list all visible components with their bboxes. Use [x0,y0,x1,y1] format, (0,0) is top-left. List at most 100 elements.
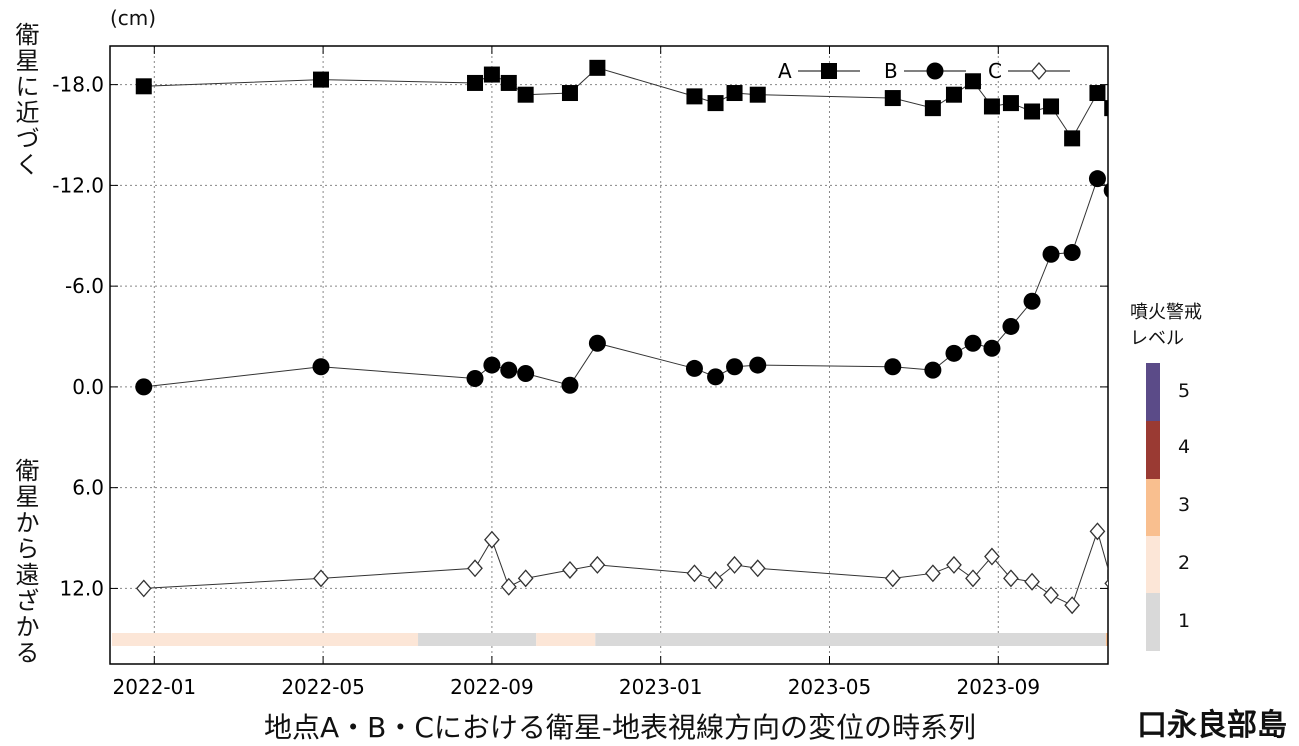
series-A-point [1064,130,1081,147]
x-tick-label: 2023-01 [619,675,703,699]
alert-band-segment [536,633,596,646]
series-C-point [707,571,724,590]
series-C-point [925,564,941,583]
series-C-point [517,569,534,588]
alert-level-title-line2: レベル [1130,328,1184,349]
y-unit-label: (cm) [110,6,157,30]
legend-label-C: C [988,59,1002,83]
series-B-point [1103,183,1108,198]
series-C-point [1104,579,1108,588]
series-B-point [1142,142,1159,159]
legend-marker-B [926,62,944,80]
alert-level-band [112,633,1108,646]
series-C-point [1024,572,1040,591]
series-C-point [965,569,981,588]
series-C-point [726,555,743,574]
series-C-point [884,569,901,588]
series-C-point [500,577,517,596]
series-C-point [686,564,703,583]
series-layer [135,59,1198,615]
series-A-point [1089,85,1106,102]
alert-band-segment [1105,633,1108,646]
alert-level-title: 噴火警戒 レベル [1130,300,1202,352]
plot-frame [109,45,1109,665]
series-B-point [707,368,725,386]
series-B-point [517,364,535,382]
alert-level-1-swatch [1146,593,1160,651]
series-B-point [726,358,744,376]
series-A-point [884,90,901,107]
series-C-point [589,555,606,574]
alert-level-1-label: 1 [1178,610,1191,632]
series-C-point [562,560,578,579]
x-axis-ticks: 2022-01 2022-05 2022-09 2023-01 2023-05 2023-… [113,46,1040,699]
series-B-point [924,361,942,379]
series-C [135,522,1197,615]
series-C-point [1183,523,1197,539]
x-tick-label: 2022-01 [113,675,197,699]
series-A-point [924,100,941,117]
series-A-point [707,95,724,112]
series-B-point [312,358,330,376]
alert-level-5-label: 5 [1178,380,1191,402]
series-C-point [749,559,766,578]
series-B-point [945,344,963,362]
series-A-point [312,71,329,88]
series-B-point [500,361,518,379]
series-B-point [1002,317,1020,335]
grid-layer [110,46,1108,664]
alert-level-title-line1: 噴火警戒 [1130,302,1202,323]
series-A-point [589,59,606,76]
series-A-point [500,74,517,91]
series-C-point [946,555,962,574]
series-B-point [884,358,902,376]
series-B-point [1163,147,1180,164]
alert-band-segment [595,633,1106,646]
series-B-point [749,356,767,374]
series-C-point [1164,572,1178,588]
series-B-point [1023,292,1041,310]
series-A-point [1104,100,1108,117]
series-A-point [686,88,703,105]
series-B-point [983,339,1001,357]
y-axis-ticks: -18.0 -12.0 -6.0 0.0 6.0 12.0 [52,73,1108,600]
series-C-point [484,530,500,549]
series-A-line [143,67,1108,140]
series-B-point [685,359,703,377]
series-A-point [726,85,743,102]
ylabel-away: 衛星から遠ざかる [11,458,39,666]
series-C-point [313,569,329,588]
x-tick-label: 2022-05 [281,675,365,699]
series-B-point [135,378,153,396]
series-C-point [1089,522,1106,541]
x-tick-label: 2023-09 [956,675,1040,699]
legend-label-A: A [778,59,792,83]
y-tick-label: -6.0 [65,274,104,298]
series-C-line [143,529,1108,606]
legend-marker-A [821,63,837,79]
x-tick-label: 2023-05 [788,675,872,699]
series-B-point [588,334,606,352]
series-B-point [1063,244,1081,262]
series-C-point [1003,569,1019,588]
series-A-point [1002,95,1019,112]
series-B-point [1123,172,1140,189]
x-tick-label: 2022-09 [450,675,534,699]
series-A-point [467,74,484,91]
y-tick-label: -18.0 [52,73,104,97]
ylabel-toward: 衛星に近づく [11,22,39,178]
series-A-point [1123,95,1139,111]
alert-level-4-label: 4 [1178,436,1191,458]
series-B-point [466,370,484,388]
series-A-point [1163,83,1179,99]
island-name: 口永良部島 [1137,708,1287,743]
y-tick-label: 12.0 [59,576,104,600]
series-C-point [984,547,1000,566]
alert-level-2-label: 2 [1178,552,1191,574]
series-A-point [749,86,766,103]
series-A-point [135,78,152,95]
alert-band-segment [112,633,419,646]
series-C-point [135,579,152,598]
series-A-point [1182,78,1198,94]
